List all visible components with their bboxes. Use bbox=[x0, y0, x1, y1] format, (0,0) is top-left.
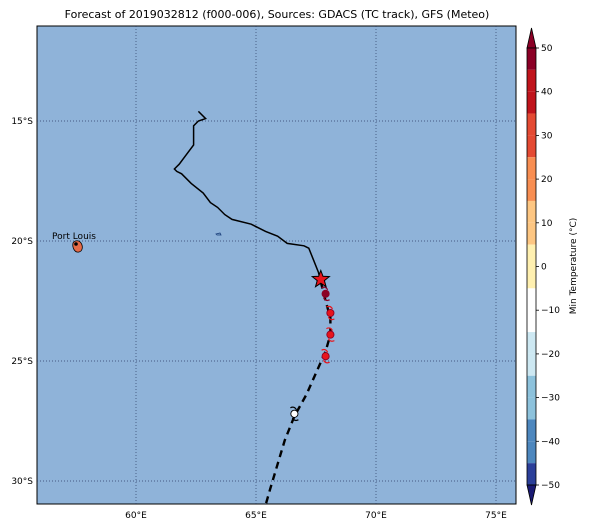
cyclone-tracks bbox=[173, 110, 332, 506]
colorbar-segment bbox=[527, 353, 536, 376]
lat-label-30s: 30°S bbox=[11, 477, 33, 487]
forecast-point-arms bbox=[290, 406, 299, 422]
forecast-point bbox=[326, 330, 335, 339]
current-position-star bbox=[310, 268, 331, 288]
colorbar-segment bbox=[527, 135, 536, 158]
lat-label-20s: 20°S bbox=[11, 237, 33, 247]
colorbar-tick-label: −10 bbox=[541, 306, 560, 316]
colorbar-tick-label: 0 bbox=[541, 263, 547, 273]
colorbar-tick-label: 40 bbox=[541, 88, 553, 98]
colorbar-segment bbox=[527, 310, 536, 333]
graticule bbox=[37, 26, 516, 504]
colorbar-tick-label: −30 bbox=[541, 394, 560, 404]
colorbar-segment bbox=[527, 441, 536, 464]
colorbar-segment bbox=[527, 419, 536, 442]
colorbar-segment bbox=[527, 266, 536, 289]
map-panel: 15°S 20°S 25°S 30°S 60°E 65°E 70°E 75°E … bbox=[11, 25, 517, 521]
lon-label-75e: 75°E bbox=[485, 511, 507, 521]
lon-label-70e: 70°E bbox=[365, 511, 387, 521]
mauritius-island bbox=[72, 240, 83, 253]
forecast-points bbox=[290, 268, 335, 422]
colorbar-segment bbox=[527, 179, 536, 201]
forecast-point-arms bbox=[326, 327, 335, 342]
lat-label-25s: 25°S bbox=[11, 357, 33, 367]
colorbar-segment bbox=[527, 222, 536, 245]
ocean-background bbox=[36, 25, 517, 505]
colorbar-tick-label: −20 bbox=[541, 350, 560, 360]
colorbar-segment bbox=[527, 157, 536, 180]
colorbar-tick-label: 20 bbox=[541, 175, 553, 185]
colorbar-segment bbox=[527, 48, 536, 70]
colorbar-extend-min bbox=[526, 484, 537, 506]
city-marker bbox=[74, 242, 78, 246]
forecast-point-arms bbox=[321, 286, 330, 302]
forecast-point bbox=[326, 308, 335, 318]
forecast-point-arms bbox=[326, 305, 335, 321]
forecast-point bbox=[321, 352, 330, 361]
colorbar-segment bbox=[527, 244, 536, 267]
colorbar-tick-label: 50 bbox=[541, 44, 553, 54]
city-label: Port Louis bbox=[52, 232, 96, 242]
forecast-point bbox=[290, 409, 299, 418]
colorbar-tick-label: −40 bbox=[541, 437, 560, 447]
forecast-point-arms bbox=[321, 348, 330, 364]
figure-title: Forecast of 2019032812 (f000-006), Sourc… bbox=[65, 8, 490, 21]
colorbar-extend-max bbox=[526, 27, 537, 49]
small-island bbox=[215, 232, 222, 236]
colorbar-segment bbox=[527, 69, 536, 92]
colorbar-tick-label: 30 bbox=[541, 131, 553, 141]
colorbar: 50 40 30 20 10 0 −10 −20 −30 −40 −50 bbox=[526, 27, 560, 506]
lon-label-65e: 65°E bbox=[245, 511, 267, 521]
colorbar-segment bbox=[527, 375, 536, 398]
colorbar-tick-label: 10 bbox=[541, 219, 553, 229]
past-track-line bbox=[173, 110, 322, 282]
colorbar-segment bbox=[527, 91, 536, 114]
colorbar-segment bbox=[527, 113, 536, 136]
colorbar-tick-label: −50 bbox=[541, 481, 560, 491]
forecast-point bbox=[321, 289, 330, 298]
colorbar-label: Min Temperature (°C) bbox=[569, 218, 579, 315]
lat-label-15s: 15°S bbox=[11, 117, 33, 127]
forecast-track-line bbox=[264, 281, 332, 506]
lon-label-60e: 60°E bbox=[125, 511, 147, 521]
colorbar-segment bbox=[527, 463, 536, 485]
colorbar-segment bbox=[527, 288, 536, 311]
colorbar-segment bbox=[527, 397, 536, 420]
colorbar-segment bbox=[527, 200, 536, 223]
colorbar-segment bbox=[527, 332, 536, 354]
